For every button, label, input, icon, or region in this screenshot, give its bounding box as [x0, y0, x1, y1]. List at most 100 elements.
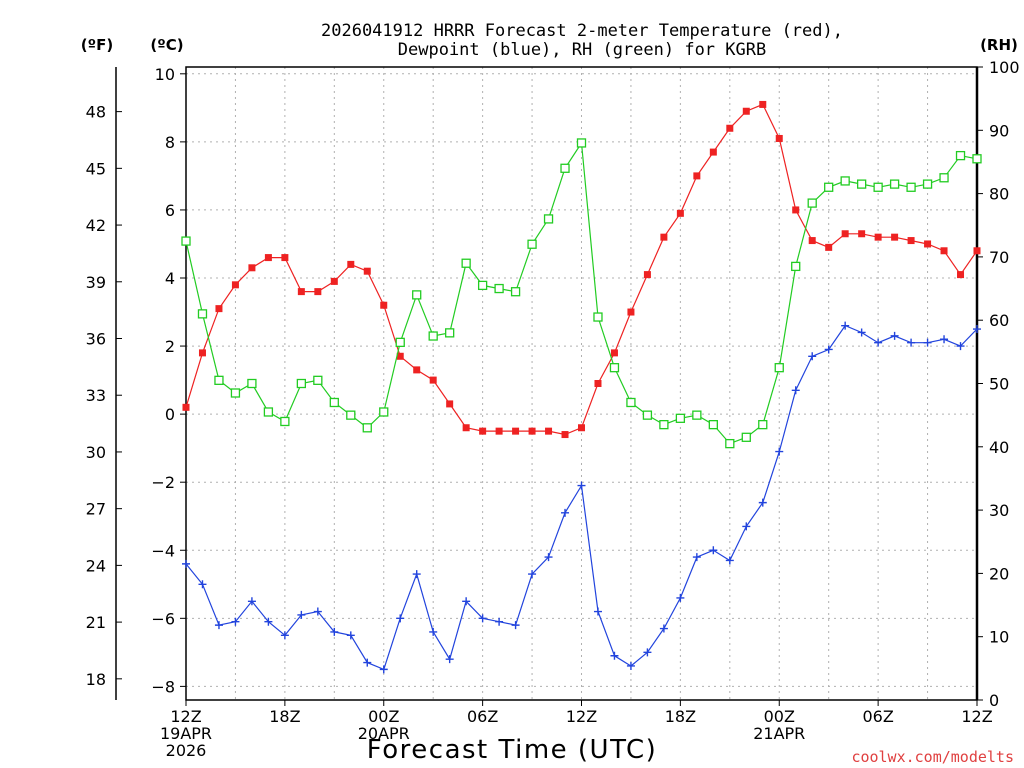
rh-point	[510, 287, 521, 297]
temperature-point	[528, 427, 536, 435]
temperature-point	[347, 260, 355, 268]
dewpoint-point	[874, 338, 883, 347]
dewpoint-point	[198, 580, 207, 589]
temperature-point	[874, 233, 882, 241]
dewpoint-point	[841, 321, 850, 330]
dewpoint-point	[643, 648, 652, 657]
temperature-point	[709, 148, 717, 156]
rh-point	[362, 423, 372, 433]
temperature-point	[825, 243, 833, 251]
rh-tick-label: 30	[989, 501, 1009, 520]
dewpoint-point	[313, 607, 322, 616]
dewpoint-point	[445, 655, 454, 664]
temperature-point	[231, 281, 239, 289]
temperature-point	[215, 305, 223, 313]
x-tick-label: 18Z	[665, 707, 696, 726]
dewpoint-point	[528, 570, 537, 579]
rh-point	[230, 388, 241, 398]
rh-point	[329, 397, 339, 408]
temperature-point	[775, 134, 783, 142]
fahrenheit-tick-label: 18	[86, 670, 106, 689]
temperature-point	[726, 124, 734, 132]
rh-point	[906, 182, 916, 192]
dewpoint-point	[379, 665, 388, 674]
rh-point	[873, 182, 883, 192]
temperature-point	[891, 233, 899, 241]
series	[181, 100, 982, 674]
rh-point	[972, 154, 982, 164]
x-tick-label: 00Z	[368, 707, 399, 726]
fahrenheit-axis-label: (ºF)	[81, 36, 113, 54]
dewpoint-point	[659, 624, 668, 633]
temperature-point	[561, 431, 569, 439]
rh-point	[774, 363, 784, 373]
celsius-tick-label: 2	[165, 337, 175, 356]
dewpoint-point	[626, 661, 635, 670]
dewpoint-point	[478, 614, 487, 623]
celsius-tick-label: −8	[151, 677, 175, 696]
celsius-tick-label: −2	[151, 473, 175, 492]
x-tick-label: 2026	[166, 741, 207, 760]
dewpoint-point	[940, 335, 949, 344]
dewpoint-point	[593, 607, 602, 616]
rh-tick-label: 40	[989, 438, 1009, 457]
temperature-point	[643, 271, 651, 279]
axes: −8−6−4−202468101821242730333639424548010…	[86, 58, 1020, 760]
rh-point	[461, 258, 471, 268]
rh-tick-label: 90	[989, 121, 1009, 140]
rh-point	[477, 280, 488, 291]
temperature-point	[940, 247, 948, 255]
rh-point	[692, 410, 702, 420]
dewpoint-point	[412, 570, 421, 579]
dewpoint-point	[610, 651, 619, 660]
rh-tick-label: 10	[989, 628, 1009, 647]
x-tick-label: 12Z	[170, 707, 201, 726]
dewpoint-point	[709, 546, 718, 555]
rh-point	[181, 236, 191, 246]
x-tick-label: 06Z	[862, 707, 893, 726]
temperature-point	[429, 376, 437, 384]
rh-point	[659, 419, 669, 430]
temperature-point	[676, 209, 684, 217]
rh-point	[263, 407, 274, 417]
rh-point	[840, 176, 850, 186]
temperature-point	[446, 400, 454, 408]
dewpoint-point	[495, 617, 504, 626]
rh-point	[379, 407, 389, 417]
dewpoint-point	[280, 631, 289, 640]
temperature-point	[957, 271, 965, 279]
rh-tick-label: 20	[989, 564, 1009, 583]
rh-point	[247, 378, 257, 389]
temperature-point	[545, 427, 553, 435]
celsius-tick-label: 10	[155, 65, 175, 84]
celsius-tick-label: −6	[151, 609, 175, 628]
rh-point	[280, 416, 290, 427]
celsius-tick-label: −4	[151, 541, 175, 560]
dewpoint-point	[676, 593, 685, 602]
dewpoint-point	[231, 617, 240, 626]
celsius-axis-label: (ºC)	[150, 36, 183, 54]
rh-point	[593, 312, 603, 322]
x-tick-label: 12Z	[961, 707, 992, 726]
celsius-tick-label: 0	[165, 405, 175, 424]
rh-tick-label: 100	[989, 58, 1020, 77]
temperature-point	[330, 277, 338, 285]
dewpoint-point	[182, 559, 190, 568]
dewpoint-point	[692, 553, 701, 562]
dewpoint-point	[363, 658, 372, 667]
dewpoint-point	[247, 597, 256, 606]
rh-point	[725, 438, 735, 449]
temperature-point	[792, 206, 800, 214]
dewpoint-point	[725, 556, 734, 565]
temperature-point	[693, 172, 701, 180]
credit-text: coolwx.com/modelts	[851, 748, 1014, 766]
dewpoint-point	[544, 553, 553, 562]
rh-point	[445, 328, 455, 338]
rh-point	[214, 375, 224, 385]
chart-title-line-1: 2026041912 HRRR Forecast 2-meter Tempera…	[321, 21, 843, 41]
temperature-point	[281, 254, 289, 262]
fahrenheit-tick-label: 21	[86, 613, 106, 632]
x-tick-label: 00Z	[764, 707, 795, 726]
rh-point	[313, 375, 323, 385]
rh-point	[197, 309, 208, 319]
